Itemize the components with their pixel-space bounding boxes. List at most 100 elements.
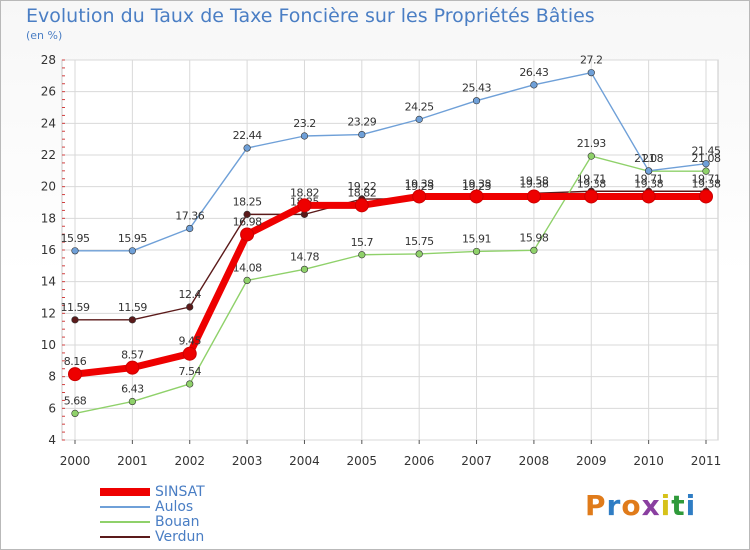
data-label-aulos: 15.95 — [118, 232, 147, 245]
x-tick-label: 2003 — [232, 454, 263, 468]
y-tick-label: 20 — [41, 180, 56, 194]
data-label-aulos: 22.44 — [233, 129, 262, 142]
data-label-bouan: 15.91 — [462, 232, 491, 245]
data-point-bouan — [71, 409, 79, 418]
data-point-aulos — [300, 132, 309, 140]
x-tick-label: 2004 — [289, 454, 320, 468]
data-point-verdun — [128, 316, 136, 324]
data-point-aulos — [128, 247, 136, 255]
data-label-verdun: 19.71 — [634, 172, 663, 185]
x-tick-label: 2011 — [691, 454, 722, 468]
data-point-aulos — [702, 160, 710, 168]
x-tick-label: 2005 — [347, 454, 378, 468]
legend-label-sinsat: SINSAT — [155, 484, 205, 500]
data-label-sinsat: 19.38 — [519, 177, 548, 190]
data-point-aulos — [645, 167, 653, 175]
data-label-bouan: 14.08 — [233, 261, 262, 274]
data-point-bouan — [358, 251, 366, 259]
data-label-aulos: 24.25 — [405, 100, 434, 113]
y-tick-label: 14 — [41, 275, 56, 289]
data-label-verdun: 18.25 — [233, 195, 262, 208]
data-point-bouan — [128, 397, 136, 406]
y-tick-label: 26 — [41, 85, 56, 99]
data-label-verdun: 19.23 — [462, 180, 491, 193]
data-label-sinsat: 16.98 — [233, 215, 262, 228]
logo-letter: i — [685, 489, 697, 522]
data-point-bouan — [300, 265, 309, 273]
data-label-sinsat: 9.45 — [178, 335, 201, 348]
proxiti-logo: Proxiti — [585, 489, 696, 522]
series-line-bouan — [74, 155, 706, 415]
data-label-verdun: 19.23 — [405, 180, 434, 193]
data-point-verdun — [186, 303, 194, 311]
data-label-aulos: 17.36 — [175, 209, 204, 222]
y-tick-label: 6 — [48, 401, 56, 415]
data-point-sinsat — [125, 360, 140, 375]
data-point-sinsat — [354, 198, 369, 213]
y-tick-label: 28 — [41, 53, 56, 67]
data-label-aulos: 23.29 — [347, 116, 376, 129]
logo-letter: x — [641, 489, 661, 522]
y-tick-label: 18 — [41, 211, 56, 225]
data-label-verdun: 12.4 — [178, 288, 201, 301]
data-label-aulos: 23.2 — [293, 117, 316, 130]
data-label-aulos: 26.43 — [519, 66, 548, 79]
data-label-bouan: 21.08 — [634, 152, 663, 165]
x-tick-label: 2010 — [633, 454, 664, 468]
data-label-aulos: 21 — [642, 152, 655, 165]
data-point-aulos — [243, 144, 251, 152]
data-point-sinsat — [469, 189, 484, 204]
x-tick-label: 2008 — [519, 454, 550, 468]
legend-label-aulos: Aulos — [155, 499, 194, 515]
y-tick-label: 22 — [41, 148, 56, 162]
data-label-bouan: 5.68 — [64, 394, 87, 407]
data-label-bouan: 15.75 — [405, 235, 434, 248]
data-point-sinsat — [68, 367, 82, 382]
data-point-sinsat — [240, 227, 255, 242]
data-label-sinsat: 18.82 — [290, 186, 319, 199]
data-label-bouan: 15.7 — [351, 236, 374, 249]
data-point-bouan — [472, 247, 481, 256]
logo-letter: r — [606, 489, 622, 522]
y-axis-unit: (en %) — [26, 29, 63, 42]
data-point-aulos — [415, 115, 423, 123]
data-label-verdun: 11.59 — [118, 301, 147, 314]
legend-label-verdun: Verdun — [155, 529, 205, 545]
data-point-sinsat — [699, 189, 713, 204]
data-label-bouan: 15.98 — [519, 231, 548, 244]
data-point-bouan — [415, 250, 423, 258]
logo-letter: P — [585, 489, 607, 522]
data-label-sinsat: 19.38 — [405, 177, 434, 190]
data-point-aulos — [71, 247, 79, 255]
y-tick-label: 16 — [41, 243, 56, 257]
legend-label-bouan: Bouan — [155, 514, 200, 530]
data-point-bouan — [530, 246, 538, 254]
logo-letter: o — [621, 489, 642, 522]
data-label-sinsat: 19.38 — [634, 177, 663, 190]
data-label-bouan: 6.43 — [121, 383, 144, 396]
x-tick-label: 2000 — [60, 454, 91, 468]
data-label-aulos: 21.45 — [692, 145, 721, 158]
data-point-sinsat — [412, 189, 427, 204]
data-point-verdun — [243, 210, 251, 218]
y-tick-label: 24 — [41, 116, 56, 130]
series-line-sinsat — [74, 192, 706, 378]
data-point-sinsat — [182, 346, 197, 361]
x-tick-label: 2009 — [576, 454, 607, 468]
data-label-sinsat: 19.38 — [692, 177, 721, 190]
y-tick-label: 8 — [48, 370, 56, 384]
data-label-sinsat: 18.82 — [347, 186, 376, 199]
data-point-sinsat — [526, 189, 541, 204]
data-label-aulos: 15.95 — [61, 232, 90, 245]
x-tick-label: 2006 — [404, 454, 435, 468]
chart-title: Evolution du Taux de Taxe Foncière sur l… — [26, 5, 595, 27]
data-point-bouan — [186, 380, 194, 388]
data-point-bouan — [243, 276, 251, 285]
logo-letter: t — [671, 489, 686, 522]
y-tick-label: 10 — [41, 338, 56, 352]
x-tick-label: 2002 — [174, 454, 205, 468]
logo-letter: i — [660, 489, 672, 522]
data-point-verdun — [71, 316, 79, 324]
data-label-bouan: 21.93 — [577, 137, 606, 150]
